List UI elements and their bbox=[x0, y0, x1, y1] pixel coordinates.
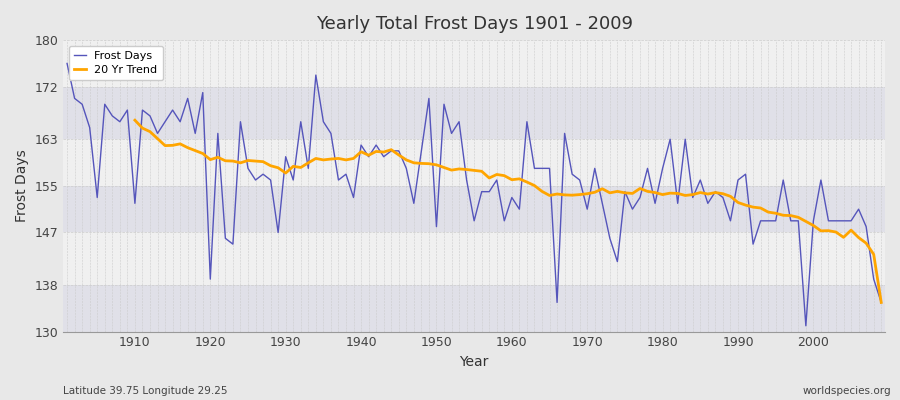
20 Yr Trend bbox=[303, 160, 314, 165]
Y-axis label: Frost Days: Frost Days bbox=[15, 150, 29, 222]
Frost Days bbox=[800, 323, 811, 328]
Line: Frost Days: Frost Days bbox=[68, 64, 881, 326]
20 Yr Trend bbox=[130, 118, 140, 122]
20 Yr Trend bbox=[273, 165, 284, 170]
Frost Days bbox=[499, 218, 509, 223]
Bar bbox=[63, 285, 885, 332]
Bar bbox=[63, 232, 885, 285]
Bar bbox=[63, 139, 885, 186]
Bar bbox=[63, 87, 885, 139]
Frost Days bbox=[597, 201, 608, 206]
Frost Days bbox=[876, 300, 886, 305]
Frost Days bbox=[62, 61, 73, 66]
X-axis label: Year: Year bbox=[460, 355, 489, 369]
20 Yr Trend bbox=[838, 235, 849, 240]
Line: 20 Yr Trend: 20 Yr Trend bbox=[135, 120, 881, 302]
Bar bbox=[63, 186, 885, 232]
20 Yr Trend bbox=[574, 192, 585, 197]
20 Yr Trend bbox=[514, 176, 525, 181]
Text: Latitude 39.75 Longitude 29.25: Latitude 39.75 Longitude 29.25 bbox=[63, 386, 228, 396]
Text: worldspecies.org: worldspecies.org bbox=[803, 386, 891, 396]
Title: Yearly Total Frost Days 1901 - 2009: Yearly Total Frost Days 1901 - 2009 bbox=[316, 15, 633, 33]
Frost Days bbox=[122, 108, 133, 112]
Frost Days bbox=[288, 178, 299, 182]
Bar bbox=[63, 40, 885, 87]
Legend: Frost Days, 20 Yr Trend: Frost Days, 20 Yr Trend bbox=[68, 46, 163, 80]
20 Yr Trend bbox=[815, 228, 826, 233]
Frost Days bbox=[333, 178, 344, 182]
20 Yr Trend bbox=[876, 300, 886, 305]
Frost Days bbox=[507, 195, 517, 200]
